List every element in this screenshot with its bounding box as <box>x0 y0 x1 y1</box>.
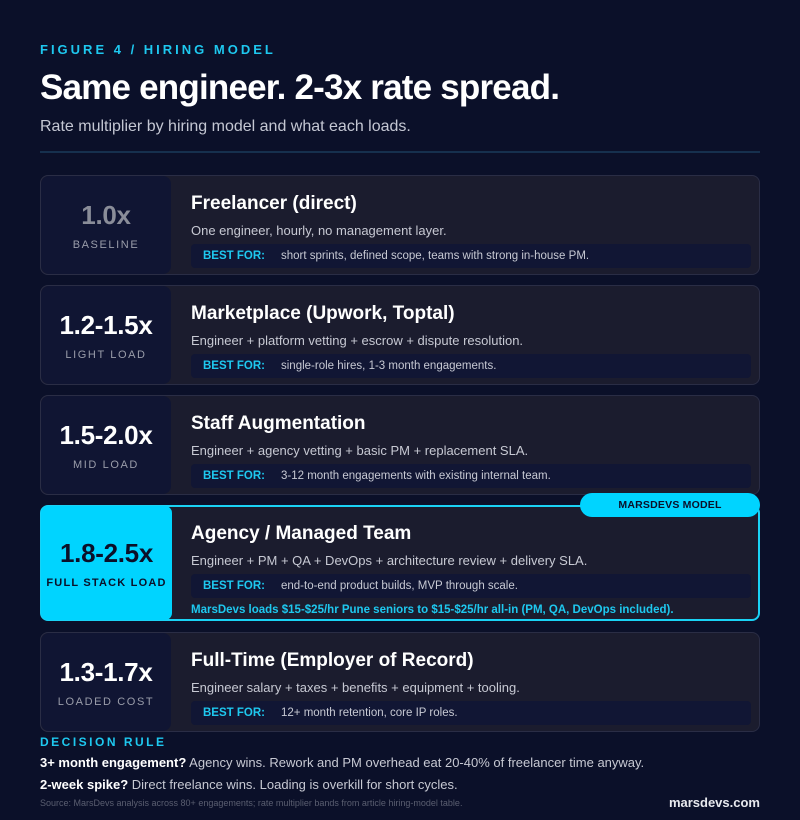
decision-rule-lead: 3+ month engagement? <box>40 755 187 770</box>
best-for-label: BEST FOR: <box>203 250 265 262</box>
marsdevs-model-badge: MARSDEVS MODEL <box>580 493 760 517</box>
model-description: One engineer, hourly, no management laye… <box>191 223 447 238</box>
multiplier-value: 1.5-2.0x <box>59 419 153 450</box>
multiplier-panel: 1.0x BASELINE <box>41 176 171 274</box>
best-for-box: BEST FOR: single-role hires, 1-3 month e… <box>191 354 751 378</box>
best-for-label: BEST FOR: <box>203 470 265 482</box>
model-name: Staff Augmentation <box>191 413 366 434</box>
best-for-label: BEST FOR: <box>203 580 265 592</box>
model-name: Marketplace (Upwork, Toptal) <box>191 303 455 324</box>
best-for-box: BEST FOR: 3-12 month engagements with ex… <box>191 464 751 488</box>
model-card-freelancer: 1.0x BASELINE Freelancer (direct) One en… <box>40 175 760 275</box>
model-description: Engineer salary + taxes + benefits + equ… <box>191 680 520 695</box>
decision-rule-1: 3+ month engagement? Agency wins. Rework… <box>40 755 644 770</box>
best-for-text: single-role hires, 1-3 month engagements… <box>281 360 497 372</box>
decision-rule-2: 2-week spike? Direct freelance wins. Loa… <box>40 777 458 792</box>
model-card-marketplace: 1.2-1.5x LIGHT LOAD Marketplace (Upwork,… <box>40 285 760 385</box>
model-name: Full-Time (Employer of Record) <box>191 650 474 671</box>
brand-url: marsdevs.com <box>668 795 760 810</box>
best-for-box: BEST FOR: short sprints, defined scope, … <box>191 244 751 268</box>
model-name: Agency / Managed Team <box>191 523 412 544</box>
multiplier-panel: 1.2-1.5x LIGHT LOAD <box>41 286 171 384</box>
multiplier-panel: 1.3-1.7x LOADED COST <box>41 633 171 731</box>
model-description: Engineer + platform vetting + escrow + d… <box>191 333 524 348</box>
best-for-text: 12+ month retention, core IP roles. <box>281 707 458 719</box>
best-for-text: 3-12 month engagements with existing int… <box>281 470 551 482</box>
model-description: Engineer + agency vetting + basic PM + r… <box>191 443 529 458</box>
load-label: LOADED COST <box>57 695 155 708</box>
multiplier-panel: 1.5-2.0x MID LOAD <box>41 396 171 494</box>
decision-rule-text: Direct freelance wins. Loading is overki… <box>128 777 458 792</box>
figure-eyebrow: FIGURE 4 / HIRING MODEL <box>40 42 276 57</box>
best-for-text: end-to-end product builds, MVP through s… <box>281 580 518 592</box>
page-subtitle: Rate multiplier by hiring model and what… <box>40 118 411 135</box>
model-card-agency: 1.8-2.5x FULL STACK LOAD Agency / Manage… <box>40 505 760 621</box>
multiplier-value: 1.3-1.7x <box>59 656 153 687</box>
multiplier-value: 1.0x <box>81 199 131 230</box>
model-card-full-time: 1.3-1.7x LOADED COST Full-Time (Employer… <box>40 632 760 732</box>
decision-rule-heading: DECISION RULE <box>40 735 167 749</box>
load-label: BASELINE <box>72 238 140 251</box>
best-for-text: short sprints, defined scope, teams with… <box>281 250 590 262</box>
decision-rule-lead: 2-week spike? <box>40 777 129 792</box>
multiplier-value: 1.2-1.5x <box>59 309 153 340</box>
multiplier-value: 1.8-2.5x <box>59 537 153 568</box>
load-label: MID LOAD <box>73 458 139 471</box>
header-divider <box>40 151 760 153</box>
best-for-label: BEST FOR: <box>203 707 265 719</box>
source-note: Source: MarsDevs analysis across 80+ eng… <box>40 798 463 808</box>
best-for-box: BEST FOR: 12+ month retention, core IP r… <box>191 701 751 725</box>
load-label: LIGHT LOAD <box>65 348 147 361</box>
model-card-staff-augmentation: 1.5-2.0x MID LOAD Staff Augmentation Eng… <box>40 395 760 495</box>
load-label: FULL STACK LOAD <box>46 576 167 589</box>
model-description: Engineer + PM + QA + DevOps + architectu… <box>191 553 588 568</box>
decision-rule-text: Agency wins. Rework and PM overhead eat … <box>186 755 645 770</box>
multiplier-panel: 1.8-2.5x FULL STACK LOAD <box>41 506 172 620</box>
best-for-box: BEST FOR: end-to-end product builds, MVP… <box>191 574 751 598</box>
page-title: Same engineer. 2-3x rate spread. <box>40 68 560 107</box>
marsdevs-note: MarsDevs loads $15-$25/hr Pune seniors t… <box>191 604 674 616</box>
best-for-label: BEST FOR: <box>203 360 265 372</box>
model-name: Freelancer (direct) <box>191 193 357 214</box>
